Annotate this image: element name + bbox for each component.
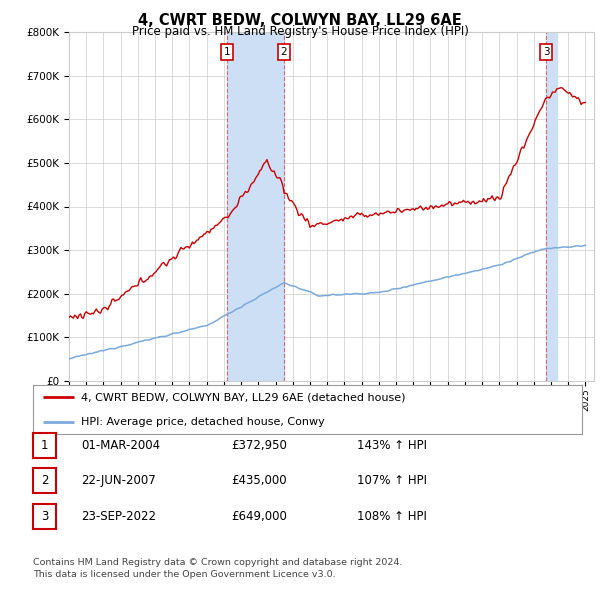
Text: 22-JUN-2007: 22-JUN-2007: [81, 474, 156, 487]
Text: 143% ↑ HPI: 143% ↑ HPI: [357, 439, 427, 452]
Text: £649,000: £649,000: [231, 510, 287, 523]
Text: 3: 3: [543, 47, 550, 57]
Text: 108% ↑ HPI: 108% ↑ HPI: [357, 510, 427, 523]
Text: £435,000: £435,000: [231, 474, 287, 487]
Text: 2: 2: [41, 474, 48, 487]
Text: Price paid vs. HM Land Registry's House Price Index (HPI): Price paid vs. HM Land Registry's House …: [131, 25, 469, 38]
Text: HPI: Average price, detached house, Conwy: HPI: Average price, detached house, Conw…: [82, 417, 325, 427]
Bar: [546, 32, 557, 381]
Text: 3: 3: [41, 510, 48, 523]
Text: 4, CWRT BEDW, COLWYN BAY, LL29 6AE: 4, CWRT BEDW, COLWYN BAY, LL29 6AE: [138, 13, 462, 28]
Text: 4, CWRT BEDW, COLWYN BAY, LL29 6AE (detached house): 4, CWRT BEDW, COLWYN BAY, LL29 6AE (deta…: [82, 392, 406, 402]
Text: 107% ↑ HPI: 107% ↑ HPI: [357, 474, 427, 487]
Text: 23-SEP-2022: 23-SEP-2022: [81, 510, 156, 523]
Text: 1: 1: [41, 439, 48, 452]
Text: This data is licensed under the Open Government Licence v3.0.: This data is licensed under the Open Gov…: [33, 570, 335, 579]
Bar: [227, 32, 284, 381]
Text: £372,950: £372,950: [231, 439, 287, 452]
Text: Contains HM Land Registry data © Crown copyright and database right 2024.: Contains HM Land Registry data © Crown c…: [33, 558, 403, 567]
Text: 01-MAR-2004: 01-MAR-2004: [81, 439, 160, 452]
Text: 1: 1: [224, 47, 230, 57]
Text: 2: 2: [280, 47, 287, 57]
